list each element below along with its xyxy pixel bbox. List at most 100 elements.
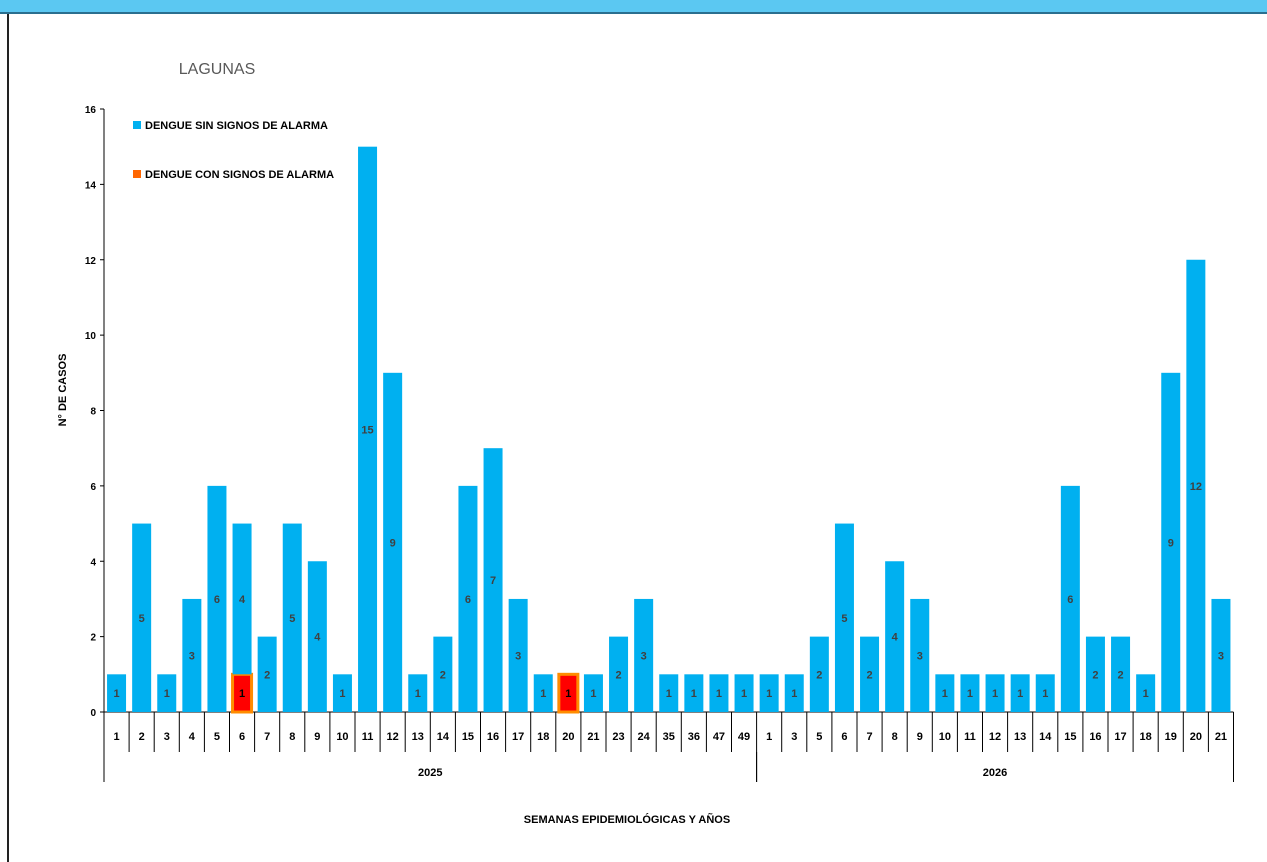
bar-sin-signos (307, 561, 327, 712)
bar-label-sin: 5 (841, 613, 847, 625)
bar-label-sin: 1 (415, 688, 421, 700)
y-axis-label: N° DE CASOS (57, 354, 69, 427)
bar-label-sin: 1 (791, 688, 797, 700)
x-tick-label: 20 (562, 731, 574, 743)
bar-sin-signos (408, 674, 428, 712)
bar-label-sin: 1 (741, 688, 747, 700)
bar-sin-signos (809, 636, 829, 712)
bar-sin-signos (332, 674, 352, 712)
bar-label-con: 1 (239, 688, 245, 700)
x-tick-label: 21 (1215, 731, 1227, 743)
x-tick-label: 13 (412, 731, 424, 743)
bar-sin-signos (207, 485, 227, 712)
bar-sin-signos (985, 674, 1005, 712)
x-tick-label: 24 (638, 731, 651, 743)
bar-label-sin: 1 (666, 688, 672, 700)
y-tick-label: 14 (85, 180, 97, 191)
bar-label-sin: 1 (942, 688, 948, 700)
legend-swatch-sin (133, 121, 141, 129)
x-tick-label: 4 (189, 731, 196, 743)
bar-label-sin: 9 (1168, 537, 1174, 549)
bar-label-sin: 2 (866, 669, 872, 681)
x-tick-label: 23 (612, 731, 624, 743)
bar-label-sin: 2 (1092, 669, 1098, 681)
bar-label-sin: 6 (1067, 594, 1073, 606)
legend-label-con: DENGUE CON SIGNOS DE ALARMA (145, 169, 334, 181)
bar-label-sin: 1 (992, 688, 998, 700)
x-tick-label: 8 (289, 731, 295, 743)
bar-label-sin: 3 (189, 650, 195, 662)
bar-label-sin: 1 (590, 688, 596, 700)
x-tick-label: 17 (512, 731, 524, 743)
bar-sin-signos (433, 636, 453, 712)
bar-sin-signos (709, 674, 729, 712)
bar-con-signos (557, 672, 580, 714)
bar-label-sin: 1 (967, 688, 973, 700)
x-tick-label: 13 (1014, 731, 1026, 743)
bar-label-sin: 1 (716, 688, 722, 700)
bar-label-con: 1 (565, 688, 571, 700)
bar-label-sin: 1 (540, 688, 546, 700)
legend-label-sin: DENGUE SIN SIGNOS DE ALARMA (145, 120, 328, 132)
y-tick-label: 8 (90, 407, 96, 418)
bar-label-sin: 7 (490, 575, 496, 587)
x-tick-label: 36 (688, 731, 700, 743)
x-tick-label: 10 (939, 731, 951, 743)
x-tick-label: 5 (816, 731, 822, 743)
y-tick-label: 0 (90, 708, 96, 719)
bar-sin-signos (1111, 636, 1131, 712)
x-tick-label: 21 (587, 731, 599, 743)
x-axis-label: SEMANAS EPIDEMIOLÓGICAS Y AÑOS (524, 813, 730, 826)
bar-sin-signos (910, 598, 930, 712)
bar-sin-signos (1186, 259, 1206, 712)
x-tick-label: 16 (1089, 731, 1101, 743)
bar-sin-signos (759, 674, 779, 712)
bar-sin-signos (1085, 636, 1105, 712)
x-tick-label: 19 (1165, 731, 1177, 743)
x-tick-label: 9 (314, 731, 320, 743)
bar-label-sin: 9 (390, 537, 396, 549)
bar-label-sin: 1 (164, 688, 170, 700)
bar-sin-signos (935, 674, 955, 712)
bar-label-sin: 5 (139, 613, 145, 625)
x-tick-label: 15 (1064, 731, 1076, 743)
bar-sin-signos (684, 674, 704, 712)
x-tick-label: 11 (362, 731, 374, 743)
bar-sin-signos (960, 674, 980, 712)
bar-label-sin: 2 (816, 669, 822, 681)
x-tick-label: 7 (264, 731, 270, 743)
bar-label-sin: 3 (917, 650, 923, 662)
x-tick-label: 35 (663, 731, 675, 743)
y-tick-label: 16 (85, 105, 97, 116)
bar-sin-signos (860, 636, 880, 712)
bar-sin-signos (1010, 674, 1030, 712)
bar-sin-signos (107, 674, 127, 712)
bar-sin-signos (1060, 485, 1080, 712)
x-tick-label: 1 (766, 731, 772, 743)
bar-sin-signos (734, 674, 754, 712)
bar-label-sin: 1 (1143, 688, 1149, 700)
bar-label-sin: 2 (615, 669, 621, 681)
bar-sin-signos (483, 448, 503, 712)
year-group-label: 2025 (418, 767, 442, 779)
x-tick-label: 16 (487, 731, 499, 743)
x-tick-label: 15 (462, 731, 474, 743)
bar-label-sin: 1 (766, 688, 772, 700)
bar-sin-signos (157, 674, 177, 712)
y-tick-label: 2 (90, 633, 96, 644)
x-tick-label: 1 (113, 731, 119, 743)
bar-label-sin: 2 (440, 669, 446, 681)
bar-sin-signos (1161, 372, 1181, 712)
bar-sin-signos (383, 372, 403, 712)
left-border (7, 14, 9, 862)
bar-sin-signos (659, 674, 679, 712)
x-tick-label: 18 (537, 731, 549, 743)
bar-label-sin: 1 (339, 688, 345, 700)
y-tick-label: 12 (85, 256, 97, 267)
x-tick-label: 12 (387, 731, 399, 743)
bar-label-sin: 12 (1190, 481, 1202, 493)
bar-label-sin: 4 (314, 632, 321, 644)
y-tick-label: 6 (90, 482, 96, 493)
bar-sin-signos (1035, 674, 1055, 712)
